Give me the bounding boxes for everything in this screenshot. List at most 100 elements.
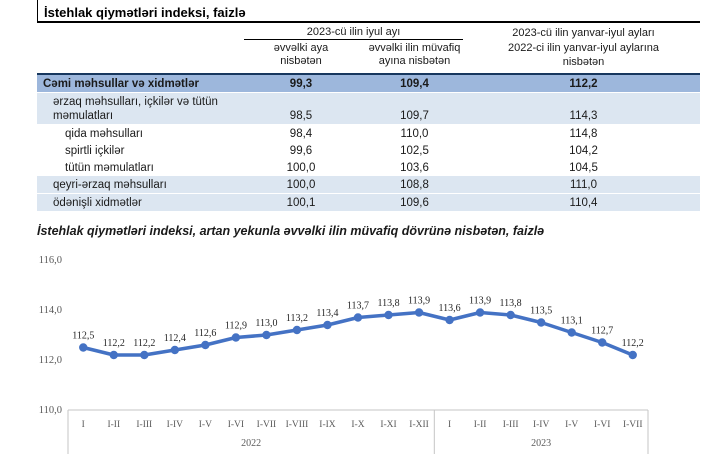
data-point-marker [414,308,424,317]
data-point-marker [323,320,332,330]
row-label: tütün məmulatları [65,162,154,174]
row-value: 99,3 [289,78,313,90]
x-axis-tick-label: I-VI [594,420,610,430]
data-point-label: 113,1 [561,316,583,327]
x-axis-tick-label: I-XII [409,420,429,430]
row-value: 114,8 [569,128,598,140]
data-point-label: 112,7 [591,326,613,337]
x-axis-tick-label: I-V [199,420,212,430]
row-value: 114,3 [569,110,598,122]
row-value: 100,0 [286,162,316,174]
data-point-label: 112,5 [72,331,94,342]
row-label: qida məhsulları [65,128,143,140]
data-point-marker [353,313,363,322]
table-row: Cəmi məhsullar və xidmətlər 99,3 109,4 112,… [37,75,700,93]
table-row: tütün məmulatları 100,0 103,6 104,5 [37,159,700,176]
x-axis-tick-label: I-VII [623,420,643,430]
x-axis-tick-label: I-VII [257,420,277,430]
table-title: İstehlak qiymətləri indeksi, faizlə [44,5,246,20]
table-body: Cəmi məhsullar və xidmətlər 99,3 109,4 112,… [37,73,700,212]
x-axis-tick-label: I-II [474,420,487,430]
column-group-jan-july-line3: nisbətən [562,56,605,68]
table-header-name-spacer [37,23,240,73]
row-label: Cəmi məhsullar və xidmətlər [43,78,199,90]
row-label: spirtli içkilər [65,145,125,157]
data-point-label: 113,6 [439,303,461,314]
x-axis-tick-label: I [448,420,451,430]
row-value: 100,0 [286,179,316,191]
table-row: qida məhsulları 98,4 110,0 114,8 [37,125,700,142]
data-point-marker [79,343,88,352]
column-group-july: 2023-cü ilin iyul ayı əvvəlki aya nisbət… [240,23,467,73]
column-group-jan-july-line1: 2023-cü ilin yanvar-iyul ayları [512,27,655,39]
row-label: ödənişli xidmətlər [53,197,142,209]
chart-title: İstehlak qiymətləri indeksi, artan yekun… [37,224,545,238]
data-point-marker [201,340,210,350]
row-value: 112,2 [569,78,598,90]
data-point-label: 113,4 [316,308,338,319]
y-axis-tick-label: 114,0 [39,305,62,316]
row-value: 109,4 [400,78,429,90]
column-group-jan-july-line2: 2022-ci ilin yanvar-iyul aylarına [507,41,659,54]
data-point-marker [506,310,515,320]
row-value: 104,5 [569,162,598,174]
x-axis-tick-label: I-XI [380,420,396,430]
data-point-label: 113,5 [530,306,552,317]
data-point-label: 112,9 [225,321,247,332]
table-header: 2023-cü ilin iyul ayı əvvəlki aya nisbət… [37,23,700,73]
y-axis-tick-label: 116,0 [39,255,62,266]
data-point-marker [140,350,149,360]
row-value: 103,6 [400,162,429,174]
cpi-table: İstehlak qiymətləri indeksi, faizlə 2023… [37,0,700,212]
x-axis-tick-label: I [82,420,85,430]
row-label: ərzaq məhsulları, içkilər və tütün məmul… [53,96,218,122]
row-value: 108,8 [400,179,429,191]
data-point-label: 113,7 [347,301,369,312]
row-value: 98,5 [289,110,313,122]
data-point-marker [262,330,271,340]
table-title-box: İstehlak qiymətləri indeksi, faizlə [37,0,700,23]
cpi-line-chart: 110,0 112,0 114,0 116,0 I I-II I-III I-IV I-V I-V… [0,250,704,456]
data-point-marker [628,350,637,360]
data-point-marker [567,328,576,337]
x-axis-tick-label: I-II [107,420,120,430]
x-axis-tick-label: I-IX [319,420,335,430]
data-point-label: 113,8 [500,298,522,309]
data-point-label: 113,2 [286,313,308,324]
y-axis-tick-label: 112,0 [39,355,62,366]
x-axis-tick-label: I-IV [533,420,549,430]
x-axis-tick-label: I-VI [228,420,244,430]
data-point-label: 113,9 [408,296,430,307]
data-point-marker [109,350,118,360]
data-point-label: 113,8 [377,298,399,309]
x-axis-tick-label: I-X [351,420,364,430]
row-value: 111,0 [569,179,598,191]
table-row: ərzaq məhsulları, içkilər və tütün məmul… [37,93,700,125]
row-value: 98,4 [289,128,313,140]
x-axis-year-label: 2022 [241,438,261,449]
column-group-jan-july: 2023-cü ilin yanvar-iyul ayları 2022-ci … [467,23,700,73]
row-label: qeyri-ərzaq məhsulları [53,179,167,191]
data-point-marker [170,345,180,355]
data-point-marker [475,308,485,317]
data-point-marker [292,325,302,335]
x-axis-tick-label: I-III [503,420,519,430]
data-point-label: 113,9 [469,296,491,307]
column-group-july-label: 2023-cü ilin iyul ayı [244,23,463,40]
data-point-marker [384,310,393,320]
row-value: 110,0 [400,128,429,140]
data-point-label: 112,2 [133,338,155,349]
x-axis-year-label: 2023 [531,438,551,449]
data-point-marker [598,338,607,347]
x-axis-tick-label: I-IV [167,420,183,430]
row-value: 104,2 [569,145,598,157]
row-value: 99,6 [289,145,313,157]
row-value: 110,4 [569,197,598,209]
x-axis-tick-label: I-V [565,420,578,430]
table-row: ödənişli xidmətlər 100,1 109,6 110,4 [37,194,700,212]
data-point-label: 112,4 [164,333,186,344]
column-subheaders: əvvəlki aya nisbətən əvvəlki ilin müvafi… [240,40,467,68]
row-value: 109,7 [400,110,429,122]
x-axis-tick-label: I-III [136,420,152,430]
